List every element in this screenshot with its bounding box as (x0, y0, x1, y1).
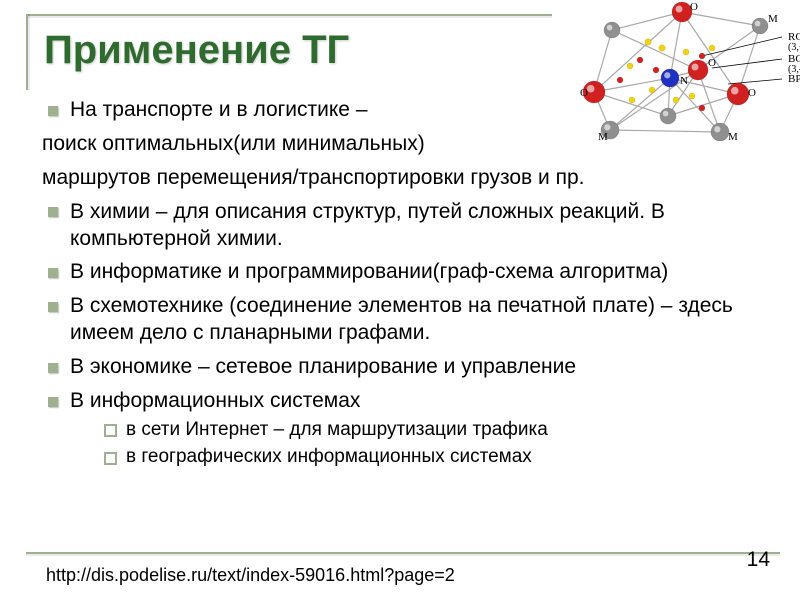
svg-text:M: M (728, 131, 738, 142)
bullet-item: В схемотехнике (соединение элементов на … (42, 293, 772, 347)
svg-text:O: O (580, 87, 588, 99)
svg-text:M: M (768, 13, 778, 25)
frame-left (26, 14, 28, 90)
molecule-diagram: OMOOONMMRCP(3,+1)BCP(3,-1)BP (552, 0, 800, 142)
bullet-item: В химии – для описания структур, путей с… (42, 199, 772, 253)
svg-text:BP: BP (788, 73, 800, 85)
svg-text:N: N (680, 75, 688, 87)
sub-bullet-item: в сети Интернет – для маршрутизации траф… (98, 418, 772, 442)
svg-text:O: O (748, 87, 756, 99)
bullet-text: В информатике и программировании(граф-сх… (70, 260, 668, 283)
svg-text:O: O (690, 1, 698, 13)
svg-text:O: O (708, 57, 716, 69)
frame-bottom (26, 552, 780, 554)
slide: Применение ТГ На транспорте и в логистик… (0, 0, 800, 600)
footer-url: http://dis.podelise.ru/text/index-59016.… (46, 565, 455, 586)
svg-text:(3,+1): (3,+1) (788, 42, 800, 53)
page-number: 14 (747, 548, 770, 572)
bullet-list: На транспорте и в логистике –поиск оптим… (42, 97, 772, 469)
sub-bullet-item: в географических информационных системах (98, 445, 772, 469)
bullet-item: В экономике – сетевое планирование и упр… (42, 354, 772, 381)
content-area: На транспорте и в логистике –поиск оптим… (42, 97, 772, 469)
bullet-text: В экономике – сетевое планирование и упр… (70, 355, 576, 378)
sub-bullet-list: в сети Интернет – для маршрутизации траф… (70, 418, 772, 470)
bullet-item: В информационных системах в сети Интернет… (42, 388, 772, 470)
bullet-text: В химии – для описания структур, путей с… (70, 200, 665, 250)
bullet-item: В информатике и программировании(граф-сх… (42, 259, 772, 286)
bullet-text: На транспорте и в логистике – (70, 98, 368, 121)
svg-text:M: M (598, 131, 608, 142)
bullet-text: В информационных системах (70, 389, 360, 412)
continuation-text: маршрутов перемещения/транспортировки гр… (42, 165, 772, 192)
bullet-text: В схемотехнике (соединение элементов на … (70, 294, 733, 344)
